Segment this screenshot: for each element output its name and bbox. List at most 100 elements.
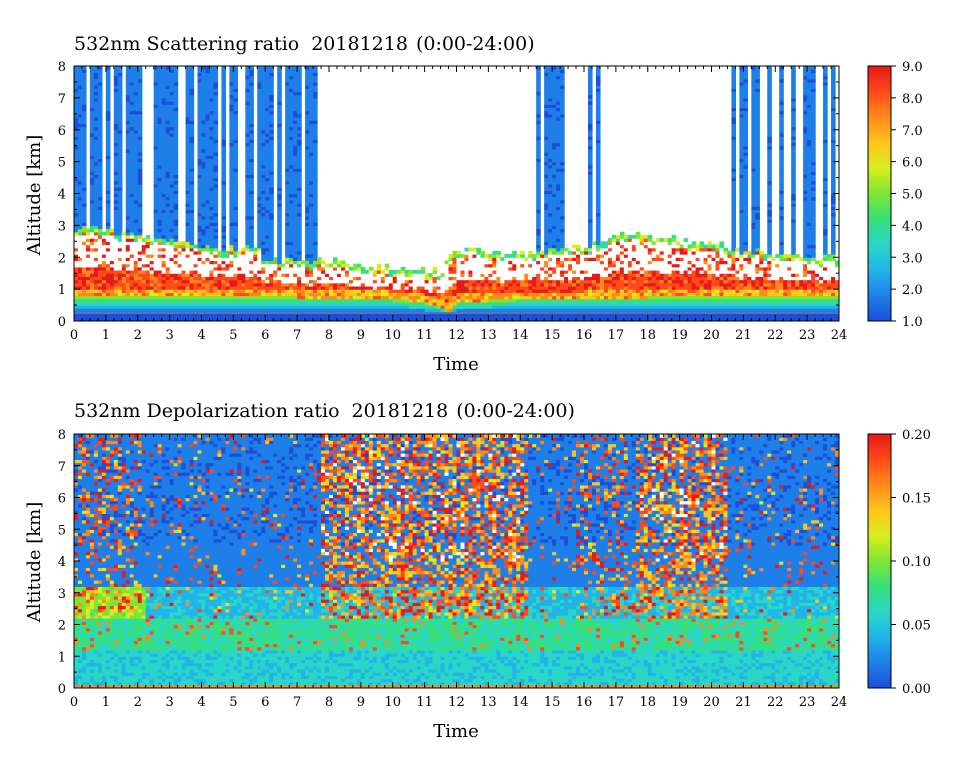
scattering-cell — [205, 190, 211, 195]
scattering-cell — [129, 215, 135, 220]
scattering-cell — [412, 314, 418, 319]
scattering-cell — [329, 263, 334, 268]
scattering-cell — [89, 193, 95, 198]
scattering-cell — [213, 215, 219, 220]
scattering-cell — [524, 314, 529, 319]
scattering-cell — [249, 190, 254, 195]
scattering-cell — [169, 85, 175, 89]
scattering-cell — [205, 85, 211, 89]
scattering-cell — [488, 301, 493, 306]
scattering-cell — [285, 279, 290, 284]
scattering-cell — [133, 266, 139, 271]
scattering-cell — [74, 78, 79, 83]
scattering-cell — [257, 126, 262, 131]
scattering-cell — [332, 263, 338, 268]
scattering-cell — [241, 247, 246, 252]
scattering-cell — [121, 247, 127, 252]
scattering-cell — [93, 91, 99, 96]
scattering-cell — [193, 314, 199, 319]
scattering-cell — [125, 285, 131, 290]
scattering-cell — [257, 132, 262, 137]
scattering-cell — [197, 215, 203, 220]
scattering-cell — [74, 174, 79, 179]
scattering-cell — [161, 97, 167, 102]
scattering-cell — [285, 231, 290, 236]
scattering-cell — [504, 279, 509, 284]
scattering-cell — [245, 183, 250, 188]
scattering-cell — [125, 187, 131, 191]
scattering-cell — [480, 273, 485, 277]
scattering-cell — [285, 241, 290, 246]
scattering-cell — [269, 75, 274, 80]
scattering-cell — [189, 254, 195, 258]
scattering-cell — [117, 199, 123, 204]
scattering-cell — [512, 308, 517, 313]
scattering-cell — [536, 120, 541, 124]
scattering-cell — [313, 196, 318, 201]
scattering-cell — [261, 171, 266, 175]
scattering-cell — [476, 314, 482, 319]
scattering-cell — [209, 254, 215, 258]
scattering-cell — [105, 206, 111, 211]
scattering-cell — [305, 110, 310, 115]
scattering-cell — [257, 254, 262, 258]
scattering-cell — [297, 78, 302, 83]
scattering-cell — [169, 190, 175, 195]
scattering-cell — [309, 120, 314, 124]
scattering-cell — [225, 279, 230, 284]
scattering-cell — [74, 292, 79, 297]
scattering-cell — [257, 183, 262, 188]
scattering-cell — [261, 308, 266, 313]
scattering-cell — [309, 215, 314, 220]
scattering-cell — [313, 81, 318, 86]
scattering-cell — [476, 270, 482, 274]
scattering-cell — [532, 289, 537, 293]
scattering-cell — [229, 69, 234, 73]
scattering-cell — [105, 215, 111, 220]
scattering-cell — [384, 270, 390, 274]
scattering-cell — [169, 120, 175, 124]
scattering-cell — [169, 66, 175, 70]
scattering-cell — [197, 276, 203, 281]
scattering-cell — [137, 132, 143, 137]
scattering-cell — [209, 196, 215, 201]
scattering-cell — [209, 120, 215, 124]
scattering-cell — [532, 266, 537, 271]
scattering-cell — [197, 295, 203, 300]
scattering-cell — [221, 206, 227, 211]
scattering-cell — [456, 279, 462, 284]
scattering-cell — [233, 276, 238, 281]
scattering-cell — [428, 317, 434, 321]
scattering-cell — [221, 219, 227, 223]
scattering-cell — [301, 282, 306, 287]
scattering-cell — [185, 129, 191, 134]
scattering-cell — [309, 148, 314, 153]
scattering-cell — [229, 171, 234, 175]
scattering-cell — [289, 104, 294, 109]
scattering-cell — [153, 158, 159, 163]
scattering-cell — [133, 231, 139, 236]
scattering-cell — [133, 279, 139, 284]
scattering-cell — [257, 285, 262, 290]
scattering-cell — [384, 295, 390, 300]
scattering-cell — [161, 317, 167, 321]
scattering-cell — [97, 139, 103, 144]
scattering-cell — [436, 308, 442, 313]
scattering-cell — [209, 238, 215, 242]
scattering-cell — [348, 292, 354, 297]
scattering-cell — [440, 282, 446, 287]
scattering-cell — [74, 206, 79, 211]
scattering-cell — [81, 298, 87, 303]
scattering-cell — [452, 279, 458, 284]
scattering-cell — [173, 270, 179, 274]
scattering-cell — [265, 180, 270, 185]
scattering-cell — [85, 279, 91, 284]
scattering-cell — [317, 289, 322, 293]
scattering-cell — [125, 75, 131, 80]
scattering-cell — [229, 158, 234, 163]
scattering-cell — [149, 292, 155, 297]
scattering-cell — [265, 85, 270, 89]
scattering-cell — [197, 196, 203, 201]
scattering-cell — [285, 203, 290, 207]
scattering-cell — [185, 254, 191, 258]
